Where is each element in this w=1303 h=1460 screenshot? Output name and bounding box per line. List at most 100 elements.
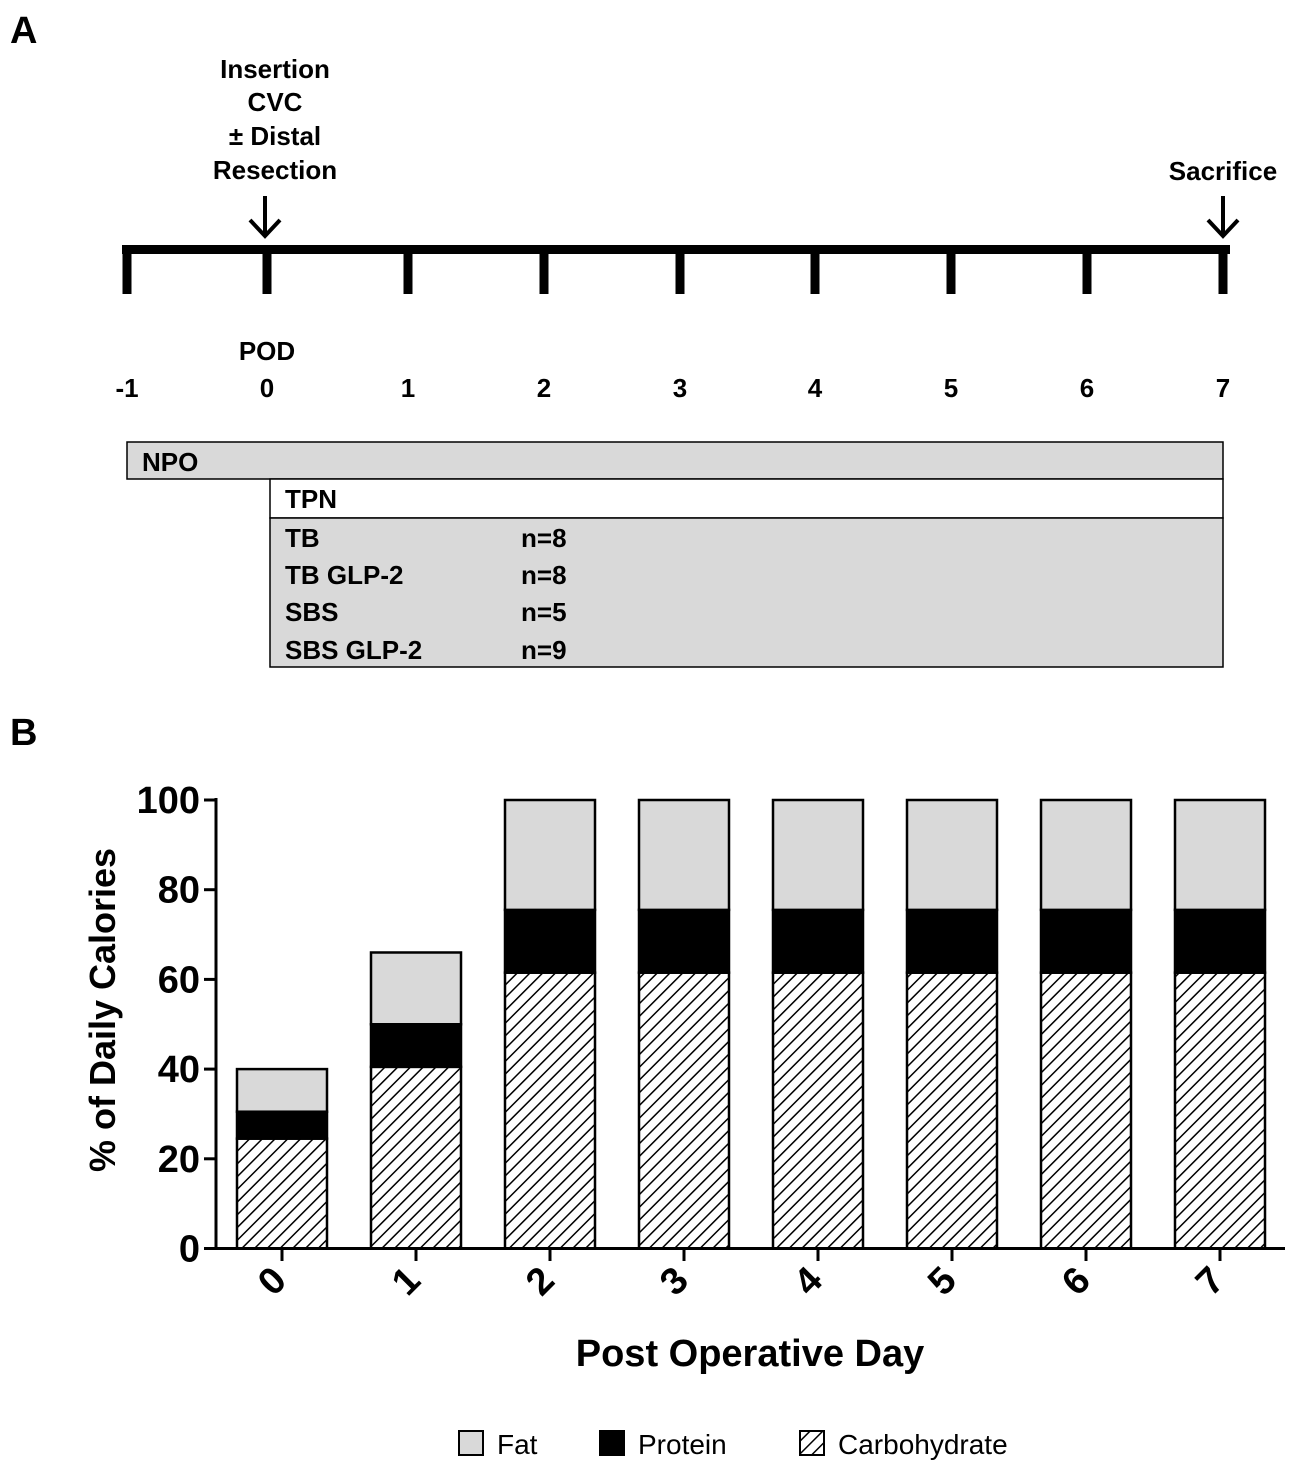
- timeline-tick: [675, 250, 685, 294]
- group-name: SBS GLP-2: [285, 635, 422, 665]
- bar-protein-day-0: [235, 1110, 329, 1140]
- timeline-tick-label: 7: [1216, 373, 1230, 403]
- legend-swatch-carbohydrate: [799, 1430, 825, 1456]
- groups-block: [269, 517, 1224, 668]
- bar-fat-day-5: [905, 798, 999, 912]
- y-tick-label: 60: [158, 959, 200, 1001]
- bar-carbohydrate-day-4: [771, 971, 865, 1250]
- x-tick-label: 0: [250, 1259, 295, 1304]
- x-tick-label: 6: [1054, 1259, 1099, 1304]
- group-n: n=8: [521, 560, 567, 590]
- timeline-tick: [1082, 250, 1092, 294]
- group-n: n=5: [521, 597, 567, 627]
- bar-protein-day-6: [1039, 908, 1133, 974]
- bar-fat-day-1: [369, 951, 463, 1026]
- npo-label: NPO: [142, 447, 198, 477]
- timeline-tick-label: 3: [673, 373, 687, 403]
- timeline-bar: [122, 245, 1230, 254]
- bar-fat-day-3: [637, 798, 731, 912]
- y-tick-label: 80: [158, 870, 200, 912]
- timeline-tick: [403, 250, 413, 294]
- legend-label-carbohydrate: Carbohydrate: [838, 1429, 1008, 1460]
- insertion-line-4: Resection: [213, 155, 337, 185]
- bar-protein-day-1: [369, 1023, 463, 1069]
- bar-fat-day-7: [1173, 798, 1267, 912]
- timeline-tick: [262, 250, 272, 294]
- bar-carbohydrate-day-1: [369, 1065, 463, 1250]
- sacrifice-annotation: Sacrifice: [1169, 156, 1277, 239]
- group-n: n=8: [521, 523, 567, 553]
- legend-swatch-fat: [458, 1430, 484, 1456]
- legend-label-fat: Fat: [497, 1429, 538, 1460]
- timeline-tick-label: 1: [401, 373, 415, 403]
- bar-protein-day-4: [771, 908, 865, 974]
- x-tick-label: 5: [920, 1259, 965, 1304]
- group-name: SBS: [285, 597, 338, 627]
- timeline-tick: [810, 250, 820, 294]
- sacrifice-arrow-icon: [1206, 196, 1240, 239]
- group-name: TB GLP-2: [285, 560, 403, 590]
- insertion-annotation: Insertion CVC ± Distal Resection: [213, 54, 337, 239]
- x-tick-label: 3: [652, 1259, 697, 1304]
- sacrifice-label: Sacrifice: [1169, 156, 1277, 186]
- timeline-tick-label: 4: [808, 373, 823, 403]
- bar-protein-day-3: [637, 908, 731, 974]
- timeline-tick-label: 2: [537, 373, 551, 403]
- timeline-tick-label: 5: [944, 373, 958, 403]
- group-name: TB: [285, 523, 320, 553]
- y-axis-title: % of Daily Calories: [82, 848, 123, 1172]
- timeline-tick-labels: -1 0 1 2 3 4 5 6 7: [115, 373, 1230, 403]
- insertion-line-2: CVC: [248, 87, 303, 117]
- x-axis-title: Post Operative Day: [576, 1333, 924, 1375]
- x-tick-label: 2: [518, 1259, 563, 1304]
- tpn-row: [269, 478, 1224, 519]
- bar-fat-day-4: [771, 798, 865, 912]
- y-tick-label: 100: [137, 780, 200, 822]
- bar-fat-day-6: [1039, 798, 1133, 912]
- timeline-tick-label: -1: [115, 373, 138, 403]
- treatment-table: NPO TPN TB n=8 TB GLP-2 n=8 SBS n=5 SBS GLP-2 n…: [126, 441, 1224, 668]
- insertion-line-1: Insertion: [220, 54, 330, 84]
- bar-fat-day-0: [235, 1067, 329, 1113]
- y-tick-label: 40: [158, 1049, 200, 1091]
- timeline-tick: [1218, 250, 1228, 294]
- timeline: POD -1 0 1 2 3 4 5 6 7: [115, 245, 1230, 403]
- timeline-tick: [946, 250, 956, 294]
- bar-carbohydrate-day-0: [235, 1137, 329, 1250]
- bar-carbohydrate-day-6: [1039, 971, 1133, 1250]
- bar-carbohydrate-day-2: [503, 971, 597, 1250]
- timeline-axis-title: POD: [239, 336, 295, 366]
- y-tick-label: 0: [179, 1229, 200, 1271]
- legend-label-protein: Protein: [638, 1429, 727, 1460]
- tpn-label: TPN: [285, 484, 337, 514]
- x-tick-label: 7: [1188, 1259, 1233, 1304]
- timeline-tick-label: 0: [260, 373, 274, 403]
- bar-carbohydrate-day-7: [1173, 971, 1267, 1250]
- bar-protein-day-2: [503, 908, 597, 974]
- group-rows: TB n=8 TB GLP-2 n=8 SBS n=5 SBS GLP-2 n=9: [285, 523, 567, 665]
- insertion-arrow-icon: [248, 196, 282, 239]
- panel-a-label: A: [10, 10, 37, 52]
- bar-protein-day-5: [905, 908, 999, 974]
- timeline-tick: [122, 250, 132, 294]
- y-axis-ticks: 0 20 40 60 80 100: [137, 780, 216, 1271]
- group-n: n=9: [521, 635, 567, 665]
- x-tick-label: 1: [384, 1259, 429, 1304]
- insertion-line-3: ± Distal: [229, 121, 321, 151]
- bar-carbohydrate-day-3: [637, 971, 731, 1250]
- timeline-tick-label: 6: [1080, 373, 1094, 403]
- bar-carbohydrate-day-5: [905, 971, 999, 1250]
- timeline-tick: [539, 250, 549, 294]
- y-tick-label: 20: [158, 1139, 200, 1181]
- bar-protein-day-7: [1173, 908, 1267, 974]
- timeline-ticks: [122, 250, 1228, 294]
- legend-swatch-protein: [599, 1430, 625, 1456]
- bar-fat-day-2: [503, 798, 597, 912]
- bars: [235, 798, 1267, 1250]
- x-axis-ticks: 0 1 2 3 4 5 6 7: [250, 1248, 1233, 1304]
- x-tick-label: 4: [786, 1259, 831, 1304]
- legend: Fat Protein Carbohydrate: [458, 1429, 1008, 1460]
- chart: 0 20 40 60 80 100 0 1 2 3 4 5 6 7 % of Daily Calorie…: [82, 780, 1285, 1375]
- npo-row: [126, 441, 1224, 480]
